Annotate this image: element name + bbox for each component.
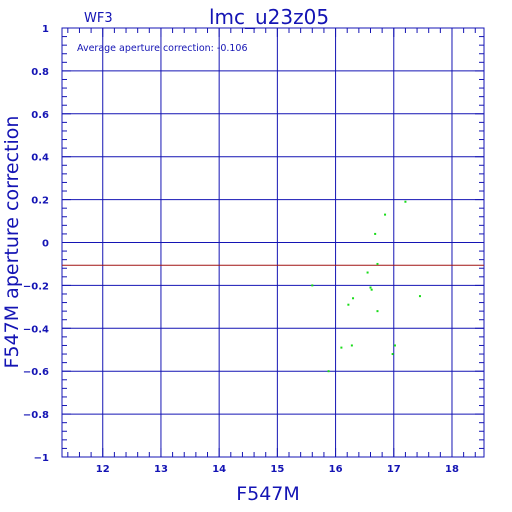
grid-lines [62, 28, 484, 457]
y-tick-label: −1 [34, 453, 49, 464]
data-point [352, 297, 355, 300]
y-tick-label: 0.6 [31, 110, 49, 121]
x-tick-label: 17 [387, 464, 401, 475]
data-point [376, 262, 379, 265]
x-tick-label: 18 [445, 464, 459, 475]
data-point [391, 353, 394, 356]
data-point [366, 271, 369, 274]
x-tick-label: 15 [270, 464, 284, 475]
data-point [374, 232, 377, 235]
data-point [311, 284, 314, 287]
average-annotation: Average aperture correction: -0.106 [77, 43, 248, 54]
data-point [404, 200, 407, 203]
data-point [384, 213, 387, 216]
y-tick-label: −0.8 [23, 410, 49, 421]
x-tick-label: 12 [96, 464, 110, 475]
data-point [347, 303, 350, 306]
plot-frame [61, 27, 485, 458]
y-tick-label: 0.4 [31, 153, 49, 164]
data-point [350, 344, 353, 347]
x-tick-label: 16 [329, 464, 343, 475]
y-axis-label: F547M aperture correction [1, 116, 23, 369]
y-tick-label: 0.8 [31, 67, 49, 78]
data-point [327, 370, 330, 373]
y-tick-label: 0.2 [31, 196, 49, 207]
y-tick-label: −0.6 [23, 367, 49, 378]
data-point [369, 286, 372, 289]
data-point [418, 295, 421, 298]
y-tick-label: 0 [42, 239, 49, 250]
data-point [340, 346, 343, 349]
data-point [370, 288, 373, 291]
y-tick-label: 1 [42, 24, 49, 35]
y-tick-label: −0.2 [23, 281, 49, 292]
data-point [376, 310, 379, 313]
data-points [311, 200, 421, 373]
chart-subtitle: WF3 [84, 11, 113, 26]
minor-ticks [62, 28, 484, 457]
chart-title: lmc_u23z05 [209, 5, 329, 29]
y-tick-label: −0.4 [23, 324, 49, 335]
x-tick-label: 13 [154, 464, 168, 475]
y-tick-labels: −1 −0.8 −0.6 −0.4 −0.2 0 0.2 0.4 0.6 0.8 1 [23, 24, 49, 464]
x-tick-label: 14 [212, 464, 226, 475]
x-axis-label: F547M [236, 483, 300, 505]
data-point [393, 344, 396, 347]
x-tick-labels: 12 13 14 15 16 17 18 [96, 464, 459, 475]
